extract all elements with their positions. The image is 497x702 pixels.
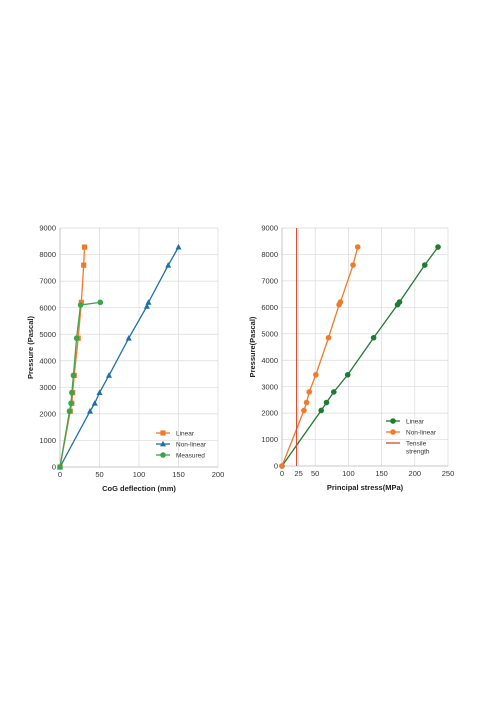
x-tick-label: 150: [375, 469, 388, 478]
legend-label-tensile-strength: strength: [406, 448, 430, 455]
data-point-non-linear: [337, 299, 344, 305]
series-line-non-linear: [281, 246, 359, 467]
data-point-measured: [73, 335, 80, 342]
series-non-linear: [57, 243, 182, 470]
data-point-non-linear: [325, 334, 332, 341]
x-tick-label: 100: [342, 469, 355, 478]
legend-marker-linear: [160, 430, 166, 436]
y-tick-label: 3000: [39, 383, 56, 392]
x-tick-label: 100: [133, 470, 146, 479]
data-point-non-linear: [279, 463, 285, 469]
x-tick-label: 200: [409, 469, 422, 478]
x-tick-label: 150: [172, 470, 185, 479]
legend-marker-non-linear: [160, 440, 166, 447]
x-tick-label: 25: [294, 469, 302, 478]
data-point-non-linear: [301, 407, 307, 414]
legend-label-non-linear: Non-linear: [176, 441, 207, 448]
data-point-non-linear: [313, 371, 319, 378]
y-tick-label: 1000: [39, 436, 56, 445]
y-axis-title: Pressure (Pascal): [26, 316, 35, 379]
data-point-non-linear: [303, 399, 310, 406]
data-point-non-linear: [145, 299, 152, 305]
y-tick-label: 9000: [261, 224, 278, 233]
legend-label-measured: Measured: [176, 452, 205, 459]
series-linear: [57, 244, 88, 470]
data-point-non-linear: [87, 408, 94, 414]
y-tick-label: 0: [274, 462, 278, 471]
data-point-measured: [68, 400, 74, 407]
data-point-non-linear: [143, 303, 150, 309]
data-point-measured: [57, 464, 63, 470]
chart-cog-deflection: 0 1000 2000 3000 4000 5000 6000 7000 8000 9000 0 50…: [26, 224, 224, 493]
data-point-linear: [396, 299, 403, 305]
series-line-linear: [59, 247, 86, 468]
data-point-measured: [77, 302, 84, 308]
y-tick-label: 6000: [39, 303, 56, 312]
x-tick-label: 200: [212, 470, 225, 479]
data-point-linear: [318, 407, 324, 414]
y-tick-label: 3000: [261, 382, 278, 391]
data-point-measured: [97, 299, 104, 306]
y-tick-label: 7000: [261, 276, 278, 285]
legend-marker-measured: [160, 452, 166, 458]
data-point-non-linear: [125, 335, 132, 341]
data-point-linear: [323, 399, 330, 406]
y-tick-label: 4000: [261, 356, 278, 365]
data-point-linear: [81, 262, 87, 268]
data-point-linear: [81, 244, 88, 250]
data-point-linear: [330, 389, 337, 395]
legend-label-linear: Linear: [406, 418, 425, 425]
series-linear: [279, 244, 441, 469]
y-tick-label: 6000: [261, 303, 278, 312]
data-point-non-linear: [354, 244, 361, 250]
data-point-non-linear: [91, 400, 98, 406]
x-tick-label: 50: [311, 469, 319, 478]
x-tick-label: 0: [58, 470, 62, 479]
series-non-linear: [279, 244, 361, 469]
legend-label-linear: Linear: [176, 430, 195, 437]
legend-marker-non-linear: [390, 429, 396, 435]
data-point-non-linear: [306, 389, 313, 395]
series-line-linear: [281, 246, 439, 467]
x-axis-title: Principal stress(MPa): [327, 483, 404, 492]
y-tick-label: 9000: [39, 224, 56, 233]
legend-marker-linear: [390, 418, 396, 424]
data-point-linear: [421, 262, 428, 268]
legend: Linear Non-linear Measured: [156, 430, 207, 459]
y-tick-label: 8000: [39, 250, 56, 259]
data-point-linear: [435, 244, 441, 250]
y-axis-title: Pressure(Pascal): [248, 316, 257, 377]
y-tick-label: 2000: [261, 409, 278, 418]
data-point-linear: [344, 371, 351, 378]
data-point-non-linear: [165, 261, 172, 268]
data-point-non-linear: [350, 262, 356, 268]
legend-label-non-linear: Non-linear: [406, 429, 437, 436]
y-tick-label: 5000: [261, 329, 278, 338]
series-measured: [57, 299, 104, 470]
data-point-linear: [370, 334, 377, 341]
y-tick-label: 4000: [39, 356, 56, 365]
data-point-measured: [70, 372, 77, 379]
y-tick-label: 2000: [39, 409, 56, 418]
data-point-non-linear: [175, 243, 182, 250]
series-line-measured: [59, 301, 101, 468]
data-point-non-linear: [96, 389, 103, 396]
x-tick-label: 250: [442, 469, 455, 478]
legend-label-tensile-strength: Tensile: [406, 440, 427, 447]
x-tick-label: 0: [280, 469, 284, 478]
y-tick-label: 7000: [39, 277, 56, 286]
data-point-measured: [69, 389, 75, 396]
y-tick-label: 0: [52, 463, 56, 472]
chart-principal-stress: 0 1000 2000 3000 4000 5000 6000 7000 8000 9000 0 25…: [248, 224, 454, 492]
series-line-non-linear: [59, 246, 180, 468]
data-point-measured: [66, 408, 73, 415]
x-tick-label: 50: [95, 470, 103, 479]
x-axis-title: CoG deflection (mm): [102, 484, 176, 493]
y-tick-label: 8000: [261, 250, 278, 259]
y-tick-label: 5000: [39, 330, 56, 339]
data-point-non-linear: [105, 372, 112, 378]
y-tick-label: 1000: [261, 435, 278, 444]
